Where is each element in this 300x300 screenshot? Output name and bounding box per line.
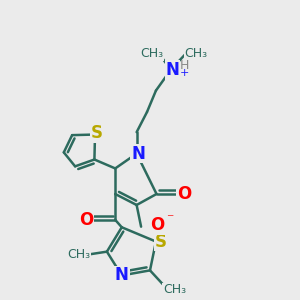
- Text: +: +: [179, 68, 189, 78]
- Text: H: H: [179, 59, 189, 72]
- Text: CH₃: CH₃: [163, 283, 186, 296]
- Text: O: O: [177, 185, 191, 203]
- Text: CH₃: CH₃: [67, 248, 90, 261]
- Text: CH₃: CH₃: [140, 47, 163, 60]
- Text: N: N: [165, 61, 179, 79]
- Text: S: S: [154, 232, 166, 250]
- Text: ⁻: ⁻: [166, 212, 173, 226]
- Text: O: O: [79, 211, 93, 229]
- Text: O: O: [150, 216, 165, 234]
- Text: CH₃: CH₃: [184, 47, 208, 60]
- Text: S: S: [91, 124, 103, 142]
- Text: N: N: [115, 266, 129, 284]
- Text: N: N: [131, 145, 145, 163]
